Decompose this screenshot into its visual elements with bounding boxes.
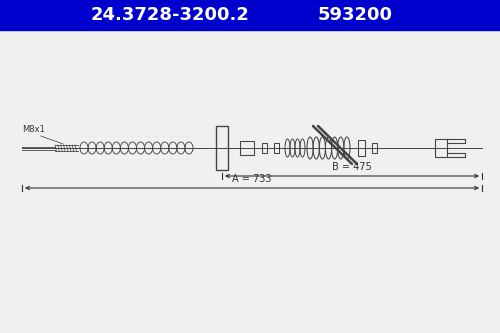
Text: 24.3728-3200.2: 24.3728-3200.2 [90, 6, 250, 24]
Bar [0, 0, 500, 30]
Bar [240, 141, 254, 155]
Bar [262, 143, 267, 153]
Text: M8x1: M8x1 [22, 125, 45, 134]
Text: A = 733: A = 733 [232, 174, 272, 184]
Text: B = 475: B = 475 [332, 162, 372, 172]
Bar [372, 143, 377, 153]
Bar [358, 140, 365, 156]
Bar [274, 143, 279, 153]
Bar [435, 139, 447, 157]
Text: 593200: 593200 [318, 6, 392, 24]
